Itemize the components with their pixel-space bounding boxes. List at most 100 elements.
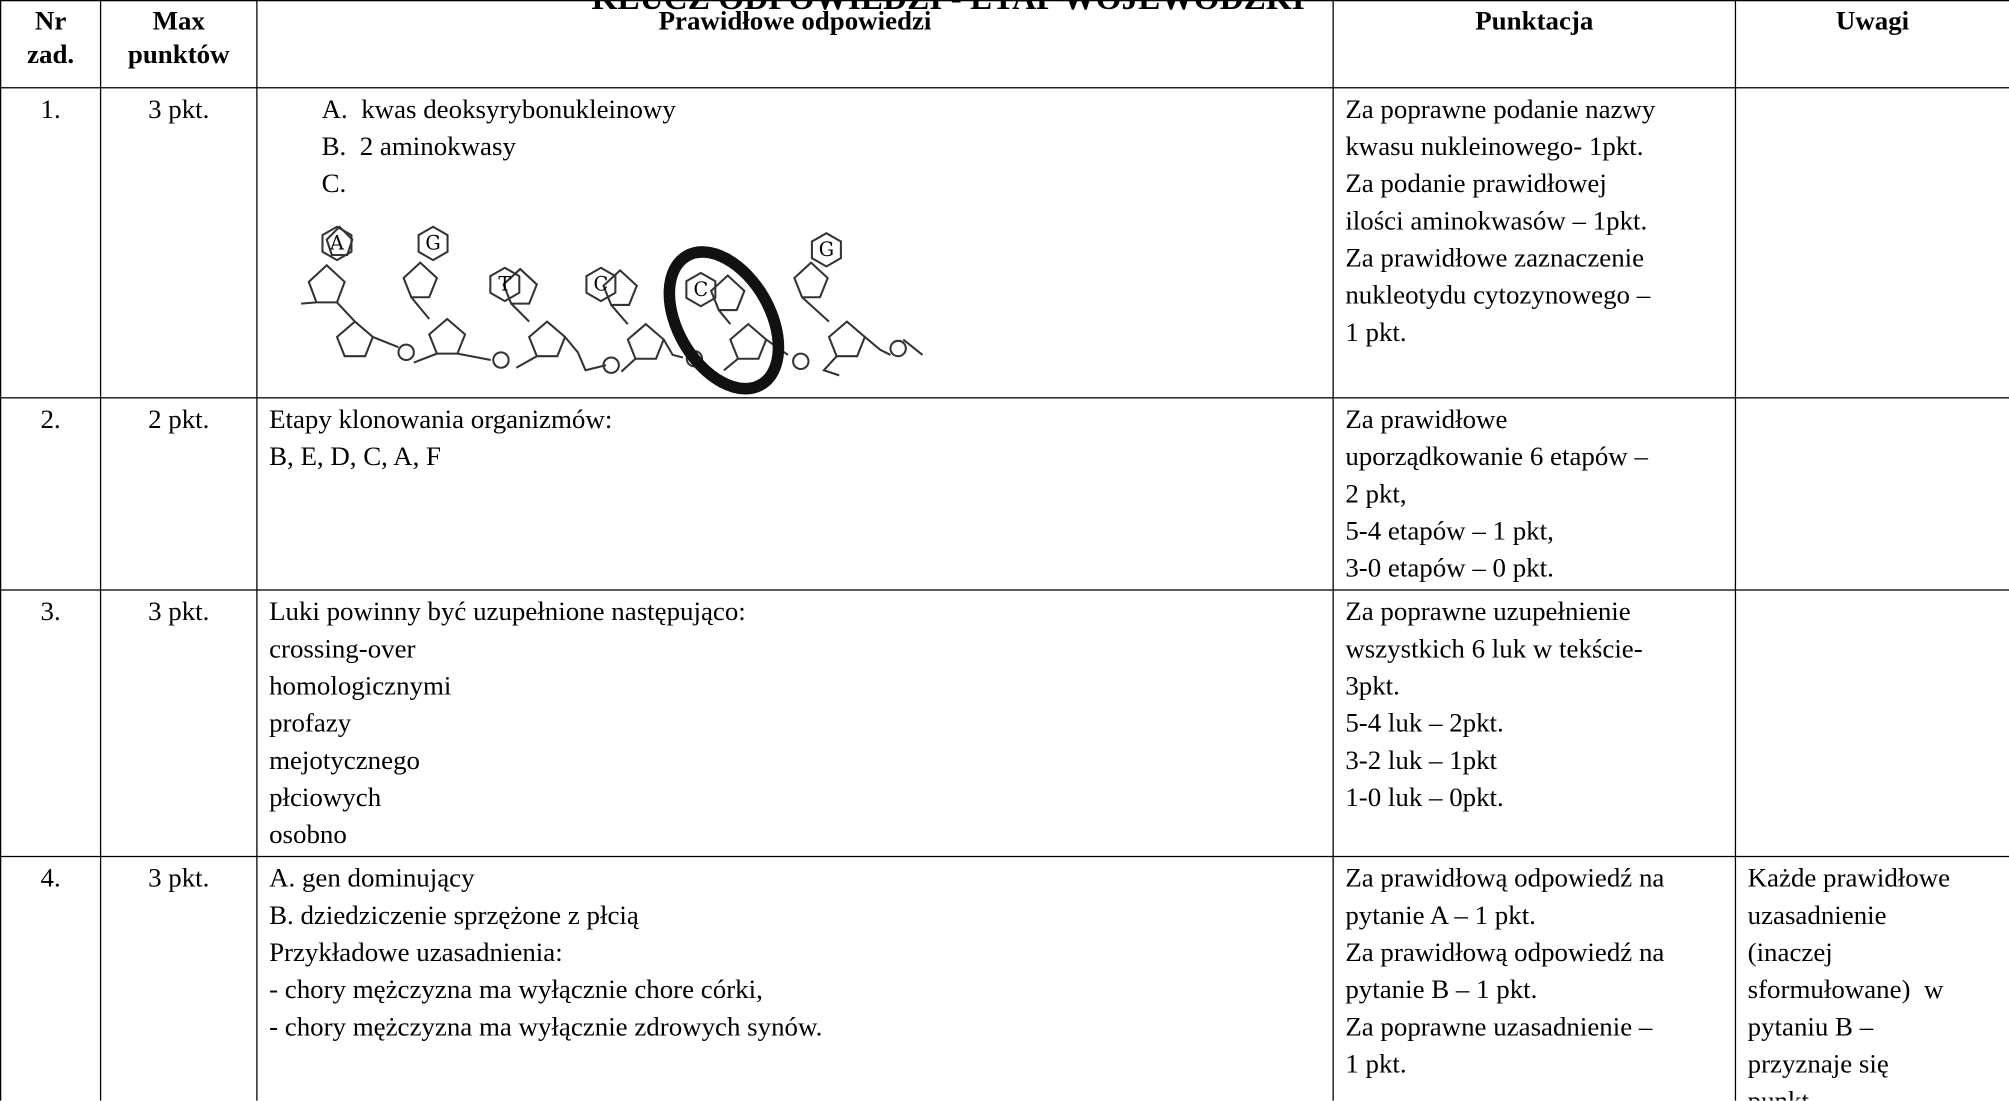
base-hexagon: [685, 271, 717, 308]
answer-cell: A. kwas deoksyrybonukleinowy B. 2 aminokw…: [256, 87, 1334, 399]
dna-diagram: A G T C C G: [301, 225, 924, 395]
header-cell: Nr zad.: [0, 0, 102, 89]
scoring-line: 3-0 etapów – 0 pkt.: [1345, 552, 1554, 583]
header-text: Punktacja: [1475, 5, 1594, 36]
answer-line: płciowych: [269, 781, 382, 813]
table-row: 3. 3 pkt. Luki powinny być uzupełnione nas…: [0, 589, 2009, 858]
scoring-line: wszystkich 6 luk w tekście-: [1345, 632, 1643, 664]
header-cell: Prawidłowe odpowiedzi: [256, 0, 1334, 89]
answer-line: B. dziedziczenie sprzężone z płcią: [269, 899, 639, 931]
backbone: [301, 225, 924, 395]
header-text: zad.: [27, 38, 75, 70]
max-points: 3 pkt.: [99, 589, 258, 858]
scoring-line: pytanie B – 1 pkt.: [1345, 973, 1538, 1005]
table-row: 1. 3 pkt. A. kwas deoksyrybonukleinowy B. 2…: [0, 87, 2009, 399]
notes-line: uzasadnienie: [1747, 899, 1887, 931]
base-label: G: [819, 238, 834, 261]
notes-line: sformułowane) w: [1747, 973, 1944, 1005]
header-text: Nr: [34, 5, 67, 36]
scoring-line: 1 pkt.: [1345, 316, 1407, 348]
base-hexagon: [489, 266, 521, 303]
scoring-line: 3-2 luk – 1pkt: [1345, 744, 1498, 776]
header-text: Max: [152, 5, 205, 36]
scoring-cell: Za prawidłowe uporządkowanie 6 etapów – 2 …: [1332, 397, 1737, 591]
answer-line: Etapy klonowania organizmów:: [269, 403, 613, 435]
notes-line: Każde prawidłowe: [1747, 862, 1951, 894]
scoring-line: Za poprawne uzupełnienie: [1345, 595, 1631, 627]
bases: A G T C C G: [321, 225, 842, 308]
table-row: 4. 3 pkt. A. gen dominujący B. dziedziczeni…: [0, 855, 2009, 1101]
base-label: C: [594, 273, 609, 296]
base-hexagon: [321, 225, 353, 262]
header-text: punktów: [127, 38, 230, 70]
header-cell: Punktacja: [1332, 0, 1737, 89]
base-label: C: [693, 278, 708, 301]
answer-line: mejotycznego: [269, 744, 420, 776]
table-row: 2. 2 pkt. Etapy klonowania organizmów: B, E…: [0, 397, 2009, 591]
notes-cell: [1734, 397, 2009, 591]
header-text: Uwagi: [1835, 5, 1910, 36]
answer-line: B. 2 aminokwasy: [321, 130, 516, 162]
answer-cell: Luki powinny być uzupełnione następująco…: [256, 589, 1334, 858]
scoring-line: 5-4 etapów – 1 pkt,: [1345, 515, 1554, 546]
scoring-line: 5-4 luk – 2pkt.: [1345, 707, 1504, 738]
scoring-line: nukleotydu cytozynowego –: [1345, 279, 1651, 311]
task-number: 1.: [0, 87, 102, 399]
scoring-line: Za podanie prawidłowej: [1345, 167, 1607, 199]
scoring-line: Za prawidłowe zaznaczenie: [1345, 242, 1645, 273]
base-label: T: [498, 273, 511, 296]
scoring-line: uporządkowanie 6 etapów –: [1345, 440, 1648, 472]
notes-cell: Każde prawidłowe uzasadnienie (inaczej sfor…: [1734, 855, 2009, 1101]
answer-line: - chory mężczyzna ma wyłącznie zdrowych …: [269, 1010, 823, 1042]
notes-cell: [1734, 87, 2009, 399]
base-label: G: [425, 232, 440, 255]
answer-line: A. kwas deoksyrybonukleinowy: [321, 93, 676, 125]
base-hexagon: [417, 225, 449, 262]
base-hexagon: [585, 266, 617, 303]
scoring-line: ilości aminokwasów – 1pkt.: [1345, 205, 1648, 236]
base-hexagon: [810, 232, 842, 268]
answer-line: - chory mężczyzna ma wyłącznie chore cór…: [269, 973, 763, 1005]
scoring-line: Za prawidłową odpowiedź na: [1345, 936, 1665, 968]
max-points: 3 pkt.: [99, 855, 258, 1101]
scoring-line: Za prawidłową odpowiedź na: [1345, 862, 1665, 894]
answer-cell: A. gen dominujący B. dziedziczenie sprzęż…: [256, 855, 1334, 1101]
answer-line: crossing-over: [269, 632, 416, 664]
notes-line: przyznaje się: [1747, 1048, 1889, 1079]
max-points: 3 pkt.: [99, 87, 258, 399]
scoring-line: 1-0 luk – 0pkt.: [1345, 781, 1504, 813]
scoring-line: Za poprawne podanie nazwy: [1345, 93, 1656, 125]
notes-line: punkt.: [1747, 1085, 1816, 1101]
answer-line: A. gen dominujący: [269, 862, 475, 894]
answer-cell: Etapy klonowania organizmów: B, E, D, C, …: [256, 397, 1334, 591]
answer-line: Przykładowe uzasadnienia:: [269, 936, 563, 968]
notes-cell: [1734, 589, 2009, 858]
scoring-cell: Za poprawne podanie nazwy kwasu nukleinow…: [1332, 87, 1737, 399]
scoring-cell: Za poprawne uzupełnienie wszystkich 6 luk…: [1332, 589, 1737, 858]
answer-line: profazy: [269, 707, 352, 738]
scoring-line: 3pkt.: [1345, 670, 1400, 701]
scoring-line: 2 pkt,: [1345, 477, 1407, 509]
header-cell: Uwagi: [1734, 0, 2009, 89]
notes-line: pytaniu B –: [1747, 1010, 1874, 1042]
scoring-line: Za prawidłowe: [1345, 403, 1508, 435]
task-number: 3.: [0, 589, 102, 858]
answer-line: osobno: [269, 818, 347, 850]
scoring-line: kwasu nukleinowego- 1pkt.: [1345, 130, 1644, 162]
answer-line: B, E, D, C, A, F: [269, 440, 442, 472]
scoring-line: Za poprawne uzasadnienie –: [1345, 1010, 1653, 1042]
header-text: Prawidłowe odpowiedzi: [658, 5, 932, 36]
base-label: A: [329, 232, 345, 255]
answer-line: C.: [321, 167, 347, 199]
scoring-line: 1 pkt.: [1345, 1048, 1407, 1079]
answer-line: homologicznymi: [269, 670, 452, 701]
scoring-cell: Za prawidłową odpowiedź na pytanie A – 1 …: [1332, 855, 1737, 1101]
notes-line: (inaczej: [1747, 936, 1833, 968]
scoring-line: pytanie A – 1 pkt.: [1345, 899, 1536, 931]
task-number: 2.: [0, 397, 102, 591]
task-number: 4.: [0, 855, 102, 1101]
max-points: 2 pkt.: [99, 397, 258, 591]
answer-line: Luki powinny być uzupełnione następująco…: [269, 595, 746, 627]
